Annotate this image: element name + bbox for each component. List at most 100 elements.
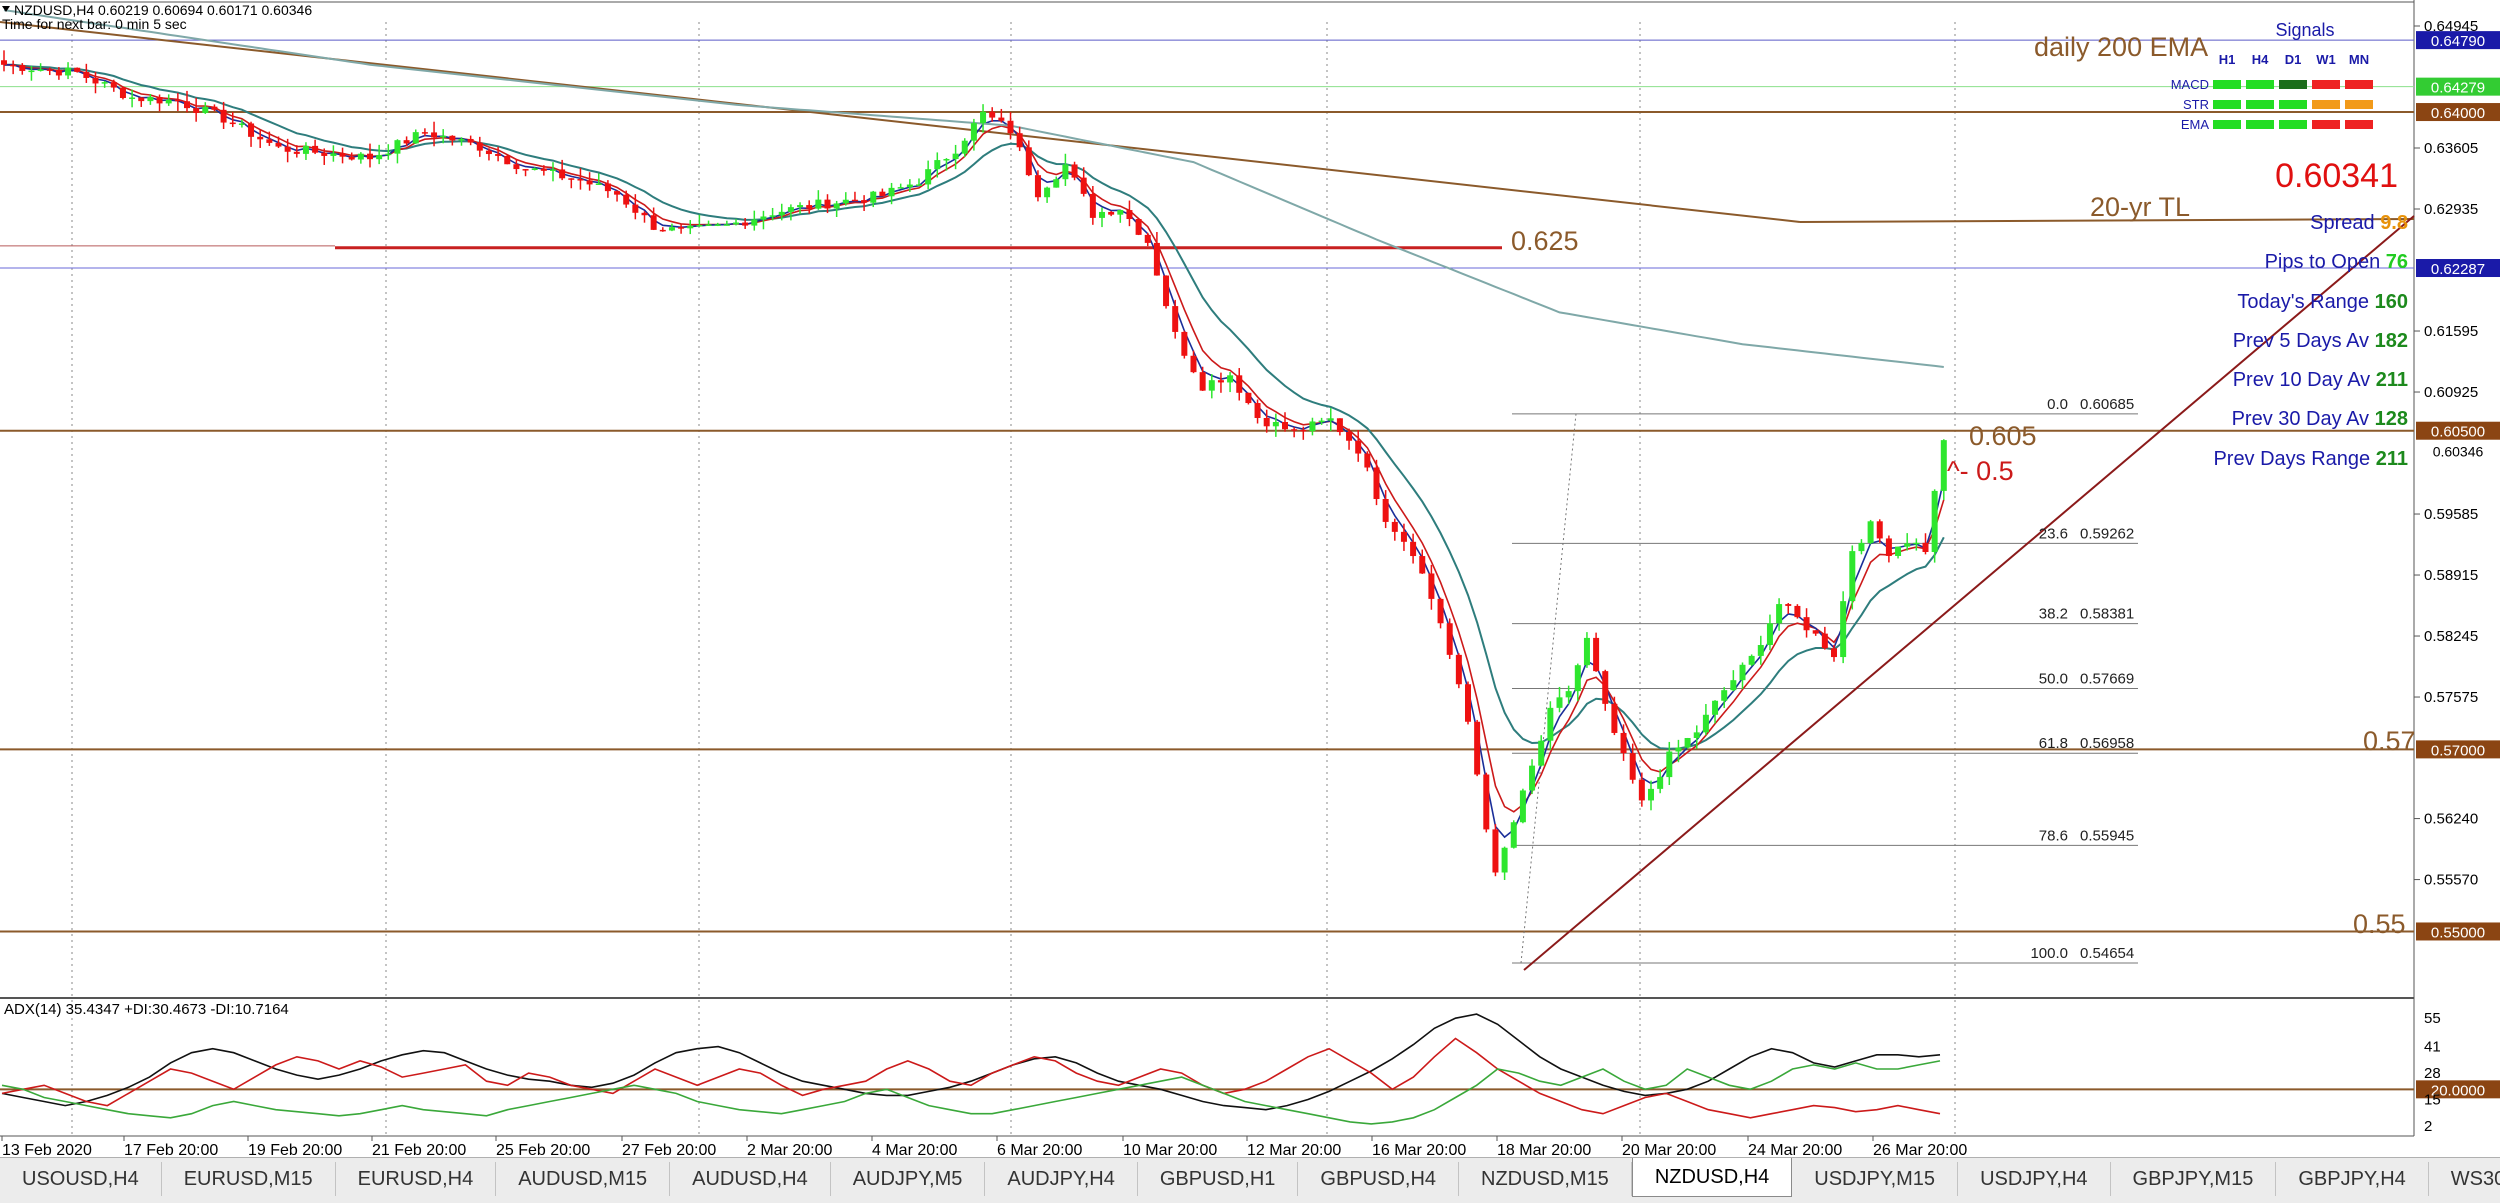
fib-level-pct: 61.8 <box>2039 735 2068 752</box>
signal-cell <box>2246 100 2274 109</box>
time-tick-label: 4 Mar 20:00 <box>872 1142 957 1157</box>
bear-candle <box>1172 306 1179 332</box>
bull-candle <box>961 140 968 154</box>
bull-candle <box>842 199 849 204</box>
time-tick-label: 2 Mar 20:00 <box>747 1142 832 1157</box>
bull-candle <box>1895 546 1902 556</box>
bull-candle <box>330 153 337 156</box>
chart-tab[interactable]: GBPJPY,H4 <box>2276 1162 2429 1196</box>
price-tick-label: 0.61595 <box>2424 323 2478 340</box>
bear-candle <box>522 169 529 171</box>
bull-candle <box>1538 740 1545 766</box>
chart-tab[interactable]: GBPUSD,H4 <box>1298 1162 1460 1196</box>
chart-tab[interactable]: GBPUSD,H1 <box>1138 1162 1299 1196</box>
adx-level-box <box>2416 1080 2500 1099</box>
fib-level-price: 0.56958 <box>2080 735 2134 752</box>
bull-candle <box>531 168 538 170</box>
bear-candle <box>1465 684 1471 722</box>
bull-candle <box>1748 655 1755 665</box>
bear-candle <box>431 132 438 138</box>
chart-tab[interactable]: NZDUSD,H4 <box>1631 1158 1793 1197</box>
chart-tab[interactable]: USDJPY,M15 <box>1792 1162 1959 1196</box>
half-retracement-label: ^- 0.5 <box>1947 456 2014 486</box>
bull-candle <box>1675 747 1682 752</box>
chart-tab[interactable]: USDJPY,H4 <box>1958 1162 2111 1196</box>
bull-candle <box>595 183 602 185</box>
level-price-box <box>2416 103 2500 122</box>
bull-candle <box>714 224 721 226</box>
bull-candle <box>1519 790 1526 823</box>
bear-candle <box>1089 193 1096 218</box>
price-tick-label: 0.56240 <box>2424 811 2478 828</box>
price-tick-label: 0.55570 <box>2424 872 2478 889</box>
level-price-label: 0.55000 <box>2431 924 2485 941</box>
info-row-value: 160 <box>2375 291 2408 313</box>
fib-level-price: 0.58381 <box>2080 606 2134 623</box>
bear-candle <box>1391 521 1398 532</box>
level-price-box <box>2416 77 2500 96</box>
bull-candle <box>1547 707 1554 741</box>
signals-panel: Signals H1 H4 D1 W1 MN MACD STR EMA <box>2171 20 2373 132</box>
signals-title: Signals <box>2275 20 2334 40</box>
bear-candle <box>110 82 117 88</box>
chart-tab[interactable]: WS30,M15 <box>2429 1162 2500 1196</box>
bull-candle <box>1053 179 1060 188</box>
bear-candle <box>138 97 145 102</box>
chart-tab[interactable]: EURUSD,M15 <box>162 1162 336 1196</box>
bull-candle <box>1684 738 1691 748</box>
info-row-label: Prev Days Range <box>2213 448 2375 470</box>
chart-tab[interactable]: AUDUSD,M15 <box>496 1162 671 1196</box>
bull-candle <box>733 222 739 225</box>
bear-candle <box>1336 418 1343 433</box>
time-tick-label: 19 Feb 20:00 <box>248 1142 342 1157</box>
info-row: Prev 30 Day Av 128 <box>2232 408 2408 430</box>
price-chart[interactable]: 0.647900.642790.640000.622870.605000.570… <box>0 0 2500 1157</box>
bear-candle <box>1803 617 1810 631</box>
bull-candle <box>1556 697 1563 708</box>
bear-candle <box>1144 234 1151 243</box>
fib-level-pct: 50.0 <box>2039 670 2068 687</box>
signal-cell <box>2345 100 2373 109</box>
fib-level-price: 0.59262 <box>2080 525 2134 542</box>
bear-candle <box>806 205 813 209</box>
bear-candle <box>586 180 593 185</box>
bear-candle <box>1785 604 1792 606</box>
bear-candle <box>1373 467 1380 500</box>
bull-candle <box>833 203 840 209</box>
signal-cell <box>2213 120 2241 129</box>
collapse-triangle-icon[interactable] <box>2 6 10 12</box>
bear-candle <box>1455 654 1462 685</box>
chart-tab[interactable]: NZDUSD,M15 <box>1459 1162 1632 1196</box>
chart-tab[interactable]: AUDJPY,M5 <box>831 1162 986 1196</box>
info-panel: 0.60341 Spread 9.8 Pips to Open 76 Today's… <box>2213 157 2408 470</box>
chart-tab[interactable]: AUDJPY,H4 <box>985 1162 1138 1196</box>
chart-tab[interactable]: EURUSD,H4 <box>336 1162 497 1196</box>
chart-tab[interactable]: USOUSD,H4 <box>0 1162 162 1196</box>
bear-candle <box>632 204 639 213</box>
adx-tick-label: 41 <box>2424 1039 2441 1056</box>
level-price-box <box>2416 31 2500 50</box>
bull-candle <box>385 153 392 156</box>
bull-candle <box>723 224 730 226</box>
bear-candle <box>879 191 886 197</box>
bull-candle <box>1117 210 1124 215</box>
chart-tab[interactable]: AUDUSD,H4 <box>670 1162 831 1196</box>
bull-candle <box>1712 700 1719 715</box>
info-row-label: Today's Range <box>2237 291 2374 313</box>
twenty-year-trendline <box>0 21 1801 223</box>
bear-candle <box>403 140 410 144</box>
bull-candle <box>870 191 877 203</box>
fib-level-price: 0.54654 <box>2080 945 2134 962</box>
info-row-value: 9.8 <box>2380 212 2408 234</box>
bear-candle <box>476 142 483 151</box>
fib-level-pct: 38.2 <box>2039 606 2068 623</box>
bear-candle <box>1282 421 1288 430</box>
bear-candle <box>650 215 657 230</box>
bull-candle <box>440 135 447 138</box>
chart-tab[interactable]: GBPJPY,M15 <box>2111 1162 2277 1196</box>
bear-candle <box>1135 219 1142 235</box>
bear-candle <box>248 123 255 137</box>
bear-candle <box>623 194 630 205</box>
level-057-label: 0.57 <box>2363 726 2416 756</box>
